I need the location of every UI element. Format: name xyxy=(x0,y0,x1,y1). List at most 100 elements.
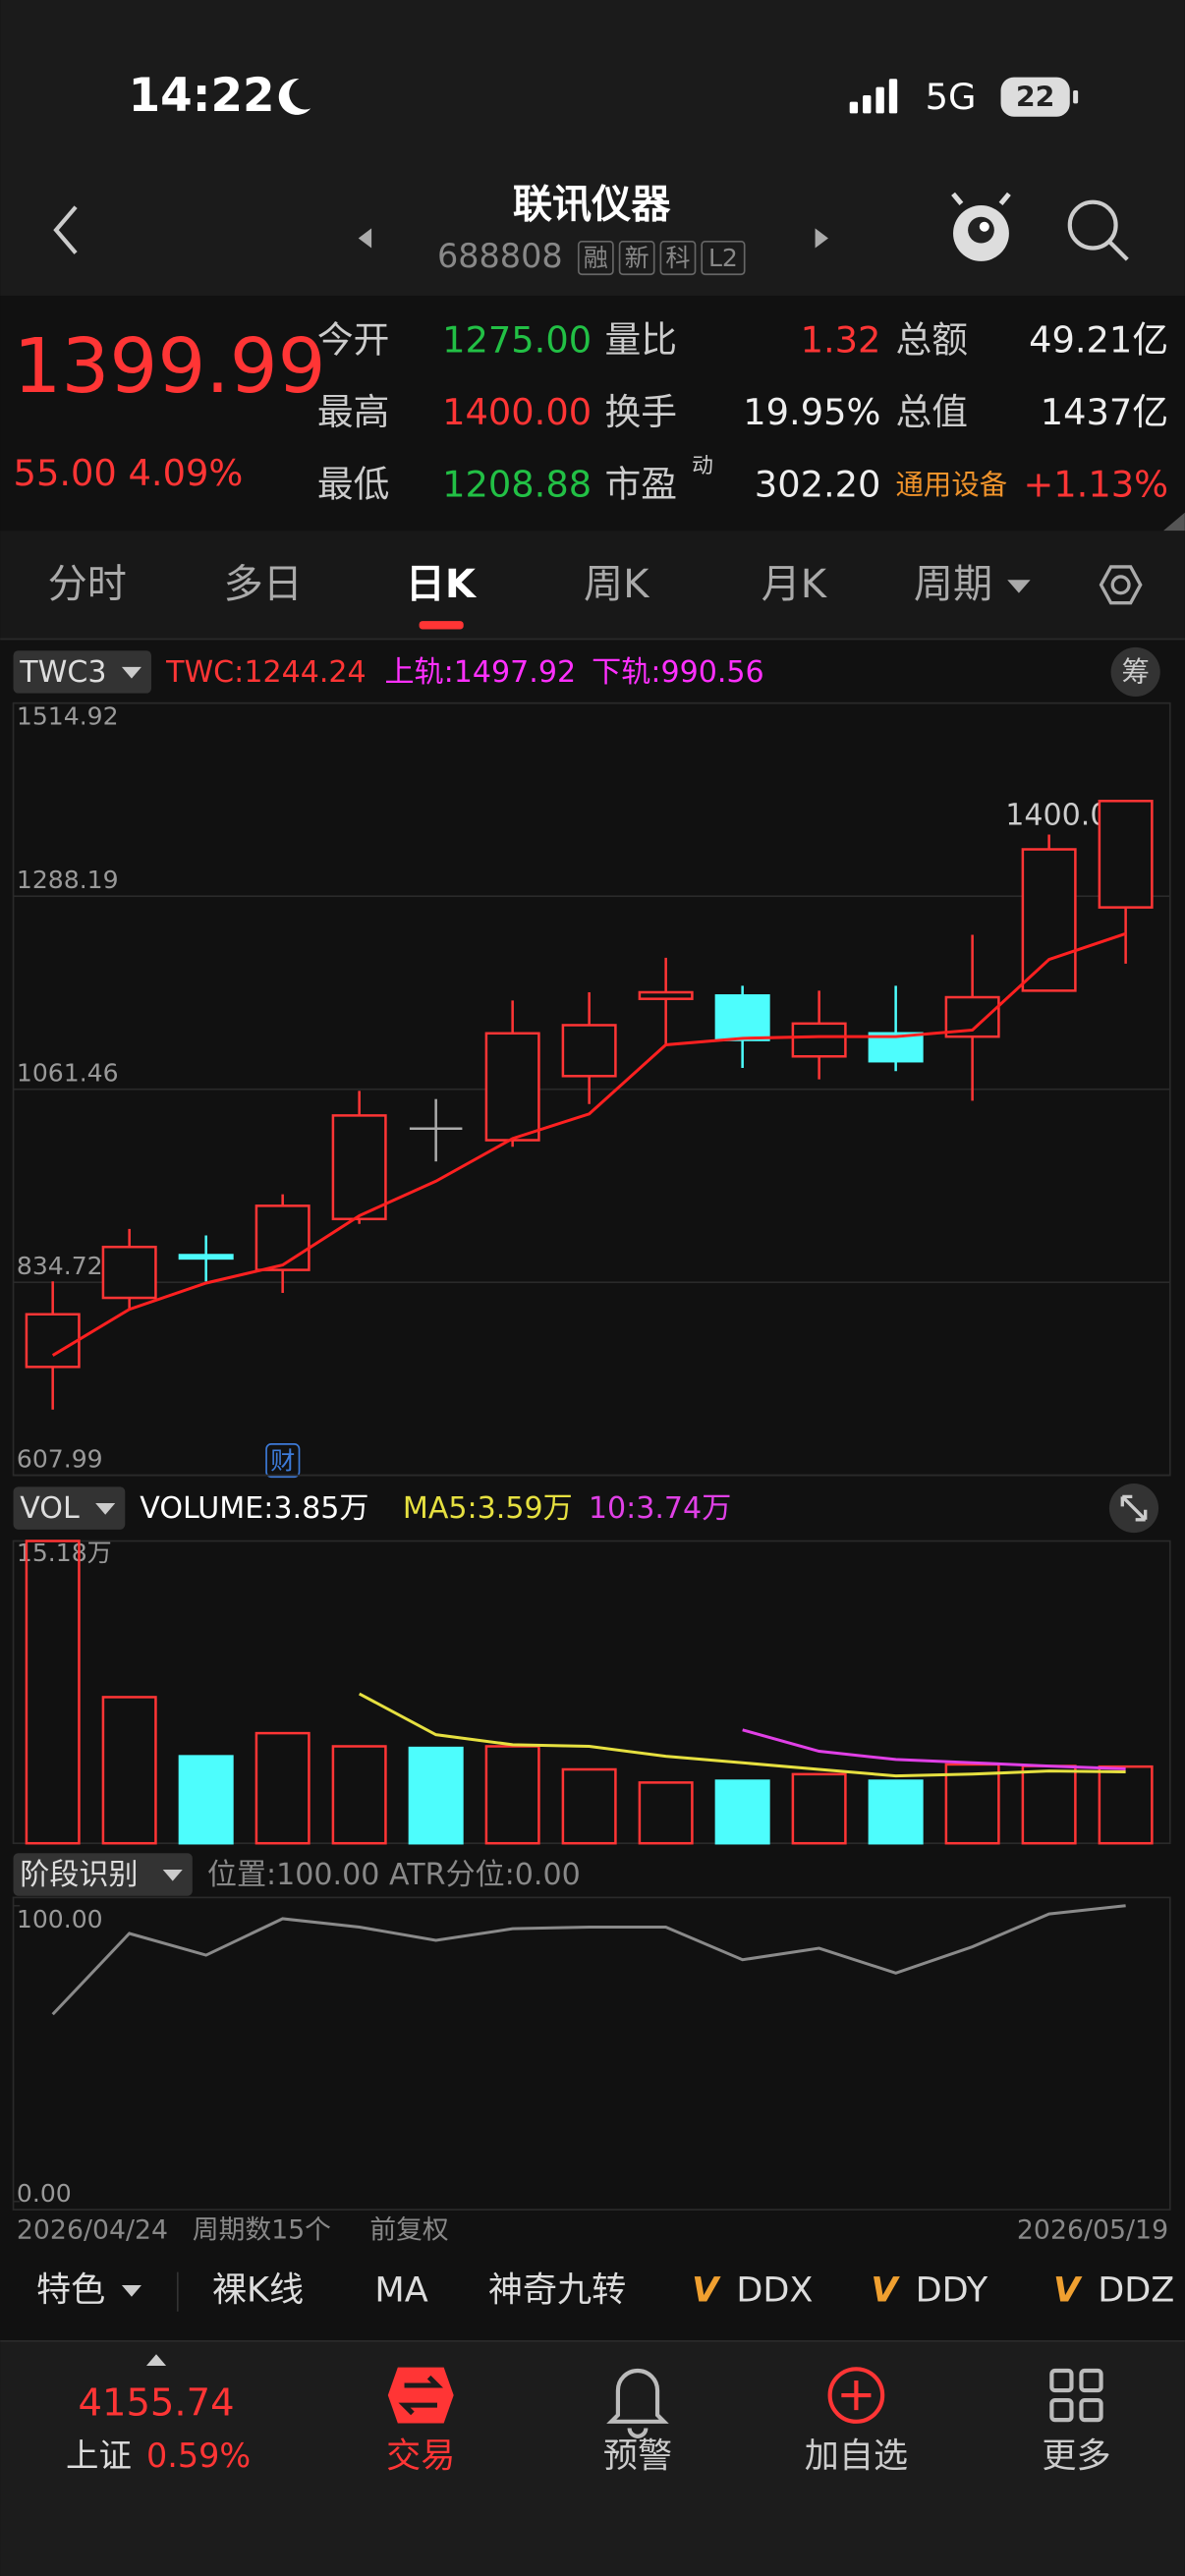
dropdown-caret xyxy=(162,1869,183,1881)
tab[interactable]: 周期 xyxy=(914,562,992,607)
volume-bar xyxy=(714,1779,770,1845)
candle-body xyxy=(331,1114,387,1221)
candle-body xyxy=(1098,800,1154,909)
nav-item[interactable]: 交易 xyxy=(386,2436,455,2477)
y-tick-label: 834.72 xyxy=(17,1252,103,1280)
v-mark: V xyxy=(1053,2270,1083,2311)
stat-label: 最高 xyxy=(317,391,390,433)
active-tab-indicator xyxy=(419,621,464,630)
signal-icon xyxy=(849,79,898,114)
prev-stock[interactable] xyxy=(358,228,372,249)
badge-box xyxy=(618,240,655,276)
volume-bar xyxy=(1021,1764,1077,1845)
stat-value: 1.32 xyxy=(801,318,881,361)
index-name: 上证 xyxy=(66,2436,132,2475)
y-tick-label: 1288.19 xyxy=(17,866,119,894)
chip-button[interactable] xyxy=(1110,646,1160,698)
toolbar-item[interactable]: MA xyxy=(374,2270,427,2311)
alert-icon xyxy=(606,2368,669,2438)
start-date: 2026/04/24 xyxy=(17,2214,168,2245)
settings-icon[interactable] xyxy=(1099,565,1143,605)
trade-icon xyxy=(387,2367,454,2424)
stock-name: 联讯仪器 xyxy=(513,183,671,228)
stage-line xyxy=(51,1904,1126,2016)
badge: 新 xyxy=(625,244,649,272)
event-badge[interactable] xyxy=(265,1443,301,1479)
legend-item: 下轨:990.56 xyxy=(592,655,764,690)
volume-bar xyxy=(178,1755,234,1845)
badge: 科 xyxy=(665,244,690,272)
y-tick-label: 607.99 xyxy=(17,1445,103,1474)
candle-body xyxy=(638,990,694,1000)
volume-bar xyxy=(25,1540,81,1845)
nav-item[interactable]: 更多 xyxy=(1042,2436,1110,2477)
stat-label: 量比 xyxy=(605,318,678,361)
quote-panel xyxy=(0,295,1185,532)
toolbar-menu[interactable]: 特色 xyxy=(36,2270,105,2311)
badge-box xyxy=(577,240,614,276)
stat-label: 今开 xyxy=(317,318,390,361)
mascot-icon[interactable] xyxy=(951,192,1011,261)
stat-value: 1208.88 xyxy=(442,463,592,505)
stat-value: 1437亿 xyxy=(1041,391,1168,433)
indicator-selector[interactable] xyxy=(13,1486,126,1530)
indicator-selector[interactable] xyxy=(13,650,152,694)
candle-body xyxy=(561,1024,617,1078)
stat-label: 最低 xyxy=(317,463,390,505)
bottom-nav xyxy=(0,2340,1185,2576)
tab[interactable]: 多日 xyxy=(224,562,303,607)
volume-bar xyxy=(484,1745,540,1845)
volume-bar xyxy=(1098,1764,1154,1845)
tab[interactable]: 月K xyxy=(762,562,828,607)
period-count: 周期数15个 xyxy=(193,2214,331,2245)
ma5-line xyxy=(359,1692,1126,1778)
tab-bar xyxy=(0,531,1185,640)
search-icon[interactable] xyxy=(1067,199,1129,261)
volume-bar xyxy=(868,1779,924,1845)
nav-item[interactable]: 预警 xyxy=(603,2436,672,2477)
candle-body xyxy=(791,1022,847,1058)
candle-body xyxy=(101,1245,157,1300)
price-change: 55.00 4.09% xyxy=(14,452,244,494)
tab[interactable]: 周K xyxy=(584,562,650,607)
legend-item: 10:3.74万 xyxy=(589,1491,731,1526)
volume-bar xyxy=(791,1772,847,1845)
back-button[interactable] xyxy=(53,205,78,254)
stage-legend: 位置:100.00 ATR分位:0.00 xyxy=(207,1858,581,1892)
stat-value: 302.20 xyxy=(755,463,881,505)
toolbar-item[interactable]: DDX xyxy=(736,2270,813,2311)
volume-bar xyxy=(101,1696,157,1845)
stat-label: 总值 xyxy=(896,391,969,433)
nav-item[interactable]: 加自选 xyxy=(805,2436,908,2477)
legend-item: MA5:3.59万 xyxy=(403,1491,573,1526)
volume-indicator: VOL xyxy=(20,1491,80,1526)
stat-note: 动 xyxy=(692,454,713,478)
v-mark: V xyxy=(692,2270,721,2311)
battery-level: 22 xyxy=(1016,81,1055,113)
stat-label: 总额 xyxy=(896,318,969,361)
dropdown-caret xyxy=(121,666,141,679)
indicator-name: TWC3 xyxy=(19,655,106,690)
stock-code: 688808 xyxy=(437,237,563,275)
toolbar-item[interactable]: 神奇九转 xyxy=(488,2270,626,2311)
stat-label: 通用设备 xyxy=(896,469,1008,501)
toolbar-item[interactable]: DDZ xyxy=(1098,2270,1174,2311)
index-value: 4155.74 xyxy=(79,2381,235,2426)
toolbar-item[interactable]: DDY xyxy=(916,2270,988,2311)
settings-icon-dot xyxy=(1110,575,1131,595)
y-tick-label: 0.00 xyxy=(17,2179,72,2208)
stat-label: 换手 xyxy=(605,391,678,433)
index-expand[interactable] xyxy=(145,2354,167,2366)
watchlist-icon xyxy=(827,2367,885,2424)
dropdown-caret xyxy=(95,1503,116,1515)
badge: 融 xyxy=(584,244,608,272)
last-price: 1399.99 xyxy=(14,323,326,411)
tab[interactable]: 日K xyxy=(406,562,478,607)
candle-body xyxy=(1021,848,1077,992)
tab[interactable]: 分时 xyxy=(48,562,127,607)
indicator-selector[interactable] xyxy=(13,1853,193,1896)
toolbar-item[interactable]: 裸K线 xyxy=(212,2270,304,2311)
dropdown-caret xyxy=(1007,580,1031,593)
stage-indicator: 阶段识别 xyxy=(20,1858,138,1892)
next-stock[interactable] xyxy=(815,228,828,249)
